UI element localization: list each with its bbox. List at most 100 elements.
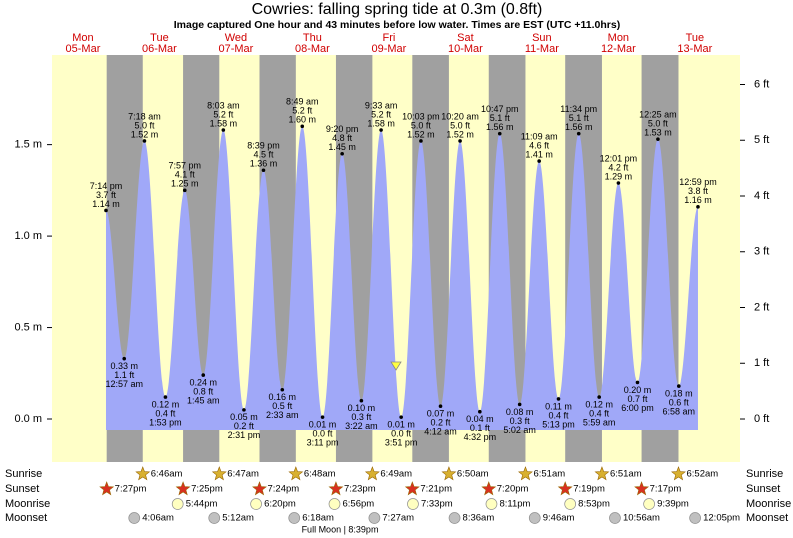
- tide-point: [419, 139, 423, 143]
- day-name: Sat: [457, 32, 474, 44]
- moonrise-icon: [407, 498, 419, 510]
- moonrise-icon: [250, 498, 262, 510]
- tide-label: 9:20 pm: [326, 124, 359, 134]
- tide-label: 12:25 am: [639, 110, 677, 120]
- row-time: 6:46am: [151, 469, 183, 480]
- y2-tick-label: 3 ft: [754, 246, 769, 258]
- row-time: 8:53pm: [578, 499, 610, 510]
- moonset-icon: [689, 512, 701, 524]
- tide-label: 5.1 ft: [569, 113, 590, 123]
- row-label: Sunset: [5, 483, 39, 495]
- sun-icon: [557, 481, 573, 496]
- row-time: 6:51am: [610, 469, 642, 480]
- day-date: 05-Mar: [66, 43, 101, 55]
- y-tick-label: 0.0 m: [14, 413, 42, 425]
- sun-icon: [671, 466, 686, 481]
- tide-label: 1.56 m: [565, 122, 593, 132]
- tide-label: 8:03 am: [207, 100, 240, 110]
- row-time: 4:06am: [142, 513, 174, 524]
- row-time: 9:39pm: [657, 499, 689, 510]
- tide-point: [359, 398, 364, 403]
- tide-label: 4.6 ft: [529, 140, 550, 150]
- moonset-icon: [609, 512, 621, 524]
- tide-label: 6:58 am: [663, 406, 696, 416]
- tide-point: [635, 380, 640, 385]
- tide-label: 3:51 pm: [385, 438, 418, 448]
- tide-point: [242, 408, 246, 412]
- tide-label: 0.05 m: [230, 412, 258, 422]
- tide-label: 0.04 m: [466, 414, 494, 424]
- tide-label: 1.60 m: [289, 115, 317, 125]
- sun-icon: [594, 466, 610, 481]
- tide-label: 11:34 pm: [560, 104, 597, 114]
- tide-label: 1.52 m: [446, 129, 474, 139]
- tide-label: 0.0 ft: [313, 429, 334, 439]
- tide-point: [576, 131, 581, 136]
- tide-point: [340, 151, 344, 156]
- y2-tick-label: 5 ft: [754, 134, 769, 146]
- day-name: Thu: [303, 32, 322, 44]
- day-name: Tue: [150, 32, 169, 44]
- tide-point: [379, 128, 383, 132]
- tide-label: 1.58 m: [367, 118, 395, 128]
- tide-point: [597, 395, 601, 399]
- row-time: 6:47am: [227, 469, 259, 480]
- y-tick-label: 0.5 m: [14, 321, 42, 333]
- tide-point: [122, 356, 127, 361]
- tide-label: 12:57 am: [105, 379, 143, 389]
- day-date: 12-Mar: [601, 43, 636, 55]
- tide-label: 12:59 pm: [679, 177, 717, 187]
- tide-label: 4.2 ft: [608, 162, 629, 172]
- tide-point: [478, 409, 482, 414]
- row-time: 5:12am: [222, 513, 254, 524]
- tide-point: [677, 384, 681, 388]
- y2-tick-label: 1 ft: [754, 357, 769, 369]
- subtitle: Image captured One hour and 43 minutes b…: [174, 19, 620, 31]
- tide-label: 8:39 pm: [247, 141, 280, 151]
- y2-tick-label: 0 ft: [754, 413, 769, 425]
- sun-icon: [518, 466, 533, 481]
- moonrise-icon: [485, 498, 498, 510]
- row-time: 8:36am: [463, 513, 495, 524]
- tide-label: 0.08 m: [506, 407, 534, 417]
- tide-label: 0.4 ft: [589, 408, 610, 418]
- row-time: 7:21pm: [420, 484, 452, 495]
- tide-point: [142, 139, 147, 143]
- tide-label: 0.10 m: [348, 403, 376, 413]
- day-date: 06-Mar: [142, 43, 177, 55]
- tide-label: 2:33 am: [266, 410, 299, 420]
- sun-icon: [441, 466, 457, 481]
- tide-point: [182, 188, 187, 193]
- tide-label: 12:01 pm: [600, 153, 638, 163]
- day-name: Tue: [686, 32, 705, 44]
- y2-tick-label: 6 ft: [754, 78, 769, 90]
- row-time: 5:44pm: [186, 499, 218, 510]
- day-name: Wed: [225, 32, 247, 44]
- tide-label: 1.58 m: [210, 118, 238, 128]
- tide-label: 1.36 m: [250, 159, 278, 169]
- row-label: Sunrise: [5, 468, 42, 480]
- tide-label: 9:33 am: [365, 100, 398, 110]
- row-time: 7:27pm: [115, 484, 147, 495]
- tide-point: [221, 128, 226, 132]
- tide-label: 0.33 m: [110, 361, 138, 371]
- row-time: 7:24pm: [268, 484, 300, 495]
- current-marker: [390, 361, 402, 371]
- sun-icon: [634, 481, 650, 496]
- tide-label: 0.4 ft: [155, 408, 176, 418]
- tide-point: [696, 205, 700, 209]
- tide-point: [320, 415, 325, 419]
- row-label: Moonrise: [5, 498, 50, 510]
- sun-icon: [328, 481, 344, 496]
- day-name: Sun: [532, 32, 552, 44]
- tide-point: [399, 415, 403, 419]
- tide-label: 0.07 m: [427, 409, 455, 419]
- tide-label: 10:03 pm: [402, 111, 440, 121]
- tide-label: 4:12 am: [424, 427, 457, 437]
- moonset-icon: [528, 512, 541, 524]
- tide-label: 5.0 ft: [648, 119, 669, 129]
- moonrise-icon: [564, 498, 577, 510]
- tide-label: 0.0 ft: [391, 429, 412, 439]
- tide-label: 7:18 am: [128, 111, 161, 121]
